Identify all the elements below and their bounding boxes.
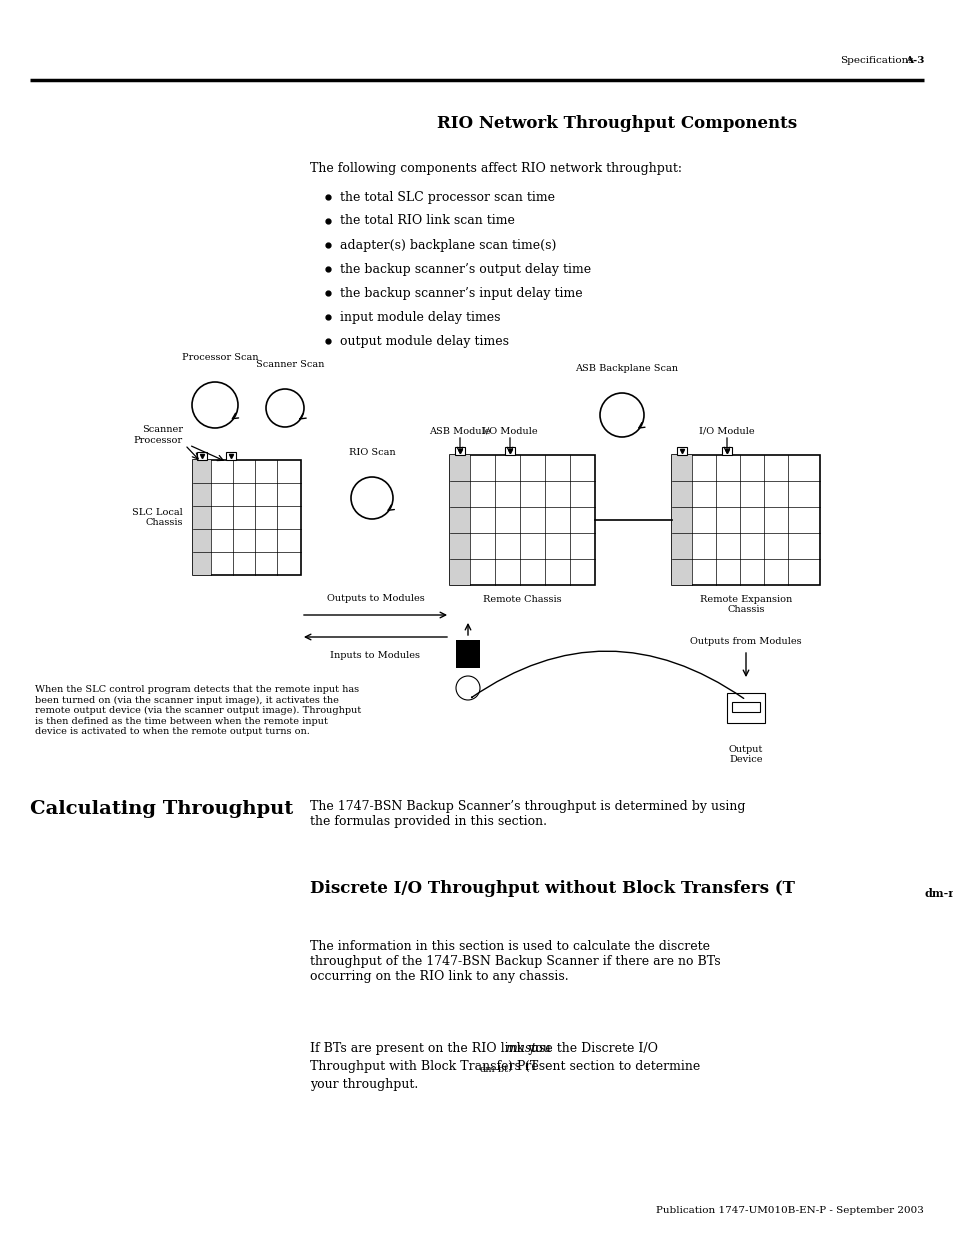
Bar — [450, 454, 470, 585]
Text: use the Discrete I/O: use the Discrete I/O — [526, 1042, 658, 1055]
Text: If BTs are present on the RIO link you: If BTs are present on the RIO link you — [310, 1042, 555, 1055]
Text: dm-nbt: dm-nbt — [924, 888, 953, 899]
Bar — [504, 447, 515, 454]
Bar — [456, 640, 479, 668]
Bar — [677, 447, 686, 454]
Text: ASB Backplane Scan: ASB Backplane Scan — [575, 364, 678, 373]
Text: the total SLC processor scan time: the total SLC processor scan time — [339, 190, 555, 204]
Circle shape — [599, 393, 643, 437]
Text: Remote Chassis: Remote Chassis — [482, 595, 561, 604]
Text: SLC Local
Chassis: SLC Local Chassis — [132, 508, 183, 527]
Text: Outputs to Modules: Outputs to Modules — [326, 594, 424, 603]
Circle shape — [266, 389, 304, 427]
Text: ASB Module: ASB Module — [429, 427, 490, 436]
Bar — [671, 454, 691, 585]
Circle shape — [192, 382, 237, 429]
Text: your throughput.: your throughput. — [310, 1078, 417, 1091]
Text: Inputs to Modules: Inputs to Modules — [330, 651, 420, 659]
Text: I/O Module: I/O Module — [699, 427, 754, 436]
Text: adapter(s) backplane scan time(s): adapter(s) backplane scan time(s) — [339, 238, 556, 252]
Bar — [455, 447, 464, 454]
Text: Processor Scan: Processor Scan — [182, 353, 258, 362]
FancyArrowPatch shape — [471, 651, 743, 699]
FancyBboxPatch shape — [726, 693, 764, 722]
Text: Discrete I/O Throughput without Block Transfers (T: Discrete I/O Throughput without Block Tr… — [310, 881, 794, 897]
Text: Calculating Throughput: Calculating Throughput — [30, 800, 293, 818]
Text: the total RIO link scan time: the total RIO link scan time — [339, 215, 515, 227]
Text: I/O Module: I/O Module — [481, 427, 537, 436]
Text: Publication 1747-UM010B-EN-P - September 2003: Publication 1747-UM010B-EN-P - September… — [656, 1207, 923, 1215]
Text: When the SLC control program detects that the remote input has
been turned on (v: When the SLC control program detects tha… — [35, 685, 361, 736]
Circle shape — [351, 477, 393, 519]
Text: Remote Expansion
Chassis: Remote Expansion Chassis — [700, 595, 791, 614]
Text: the backup scanner’s input delay time: the backup scanner’s input delay time — [339, 287, 582, 300]
Bar — [193, 459, 211, 576]
Bar — [193, 459, 301, 576]
Bar — [196, 452, 207, 459]
Bar — [671, 454, 820, 585]
Bar — [226, 452, 235, 459]
Bar — [731, 701, 760, 713]
Text: output module delay times: output module delay times — [339, 335, 509, 347]
Text: input module delay times: input module delay times — [339, 310, 500, 324]
Text: RIO Scan: RIO Scan — [349, 448, 395, 457]
Text: A-3: A-3 — [903, 56, 923, 65]
Text: The 1747-BSN Backup Scanner’s throughput is determined by using
the formulas pro: The 1747-BSN Backup Scanner’s throughput… — [310, 800, 744, 827]
Text: Scanner Scan: Scanner Scan — [255, 359, 324, 369]
Circle shape — [456, 676, 479, 700]
Text: must: must — [504, 1042, 536, 1055]
Text: Scanner
Processor: Scanner Processor — [133, 425, 183, 445]
Text: The following components affect RIO network throughput:: The following components affect RIO netw… — [310, 162, 681, 175]
Bar — [450, 454, 595, 585]
Text: the backup scanner’s output delay time: the backup scanner’s output delay time — [339, 263, 591, 275]
Text: Throughput with Block Transfers (T: Throughput with Block Transfers (T — [310, 1060, 537, 1073]
Text: RIO Network Throughput Components: RIO Network Throughput Components — [436, 115, 796, 132]
Text: The information in this section is used to calculate the discrete
throughput of : The information in this section is used … — [310, 940, 720, 983]
Text: Outputs from Modules: Outputs from Modules — [689, 637, 801, 646]
Text: Output
Device: Output Device — [728, 745, 762, 764]
Text: Specifications: Specifications — [840, 56, 913, 65]
Text: dm-bt: dm-bt — [479, 1065, 509, 1074]
Text: ) Present section to determine: ) Present section to determine — [507, 1060, 700, 1073]
Bar — [721, 447, 731, 454]
